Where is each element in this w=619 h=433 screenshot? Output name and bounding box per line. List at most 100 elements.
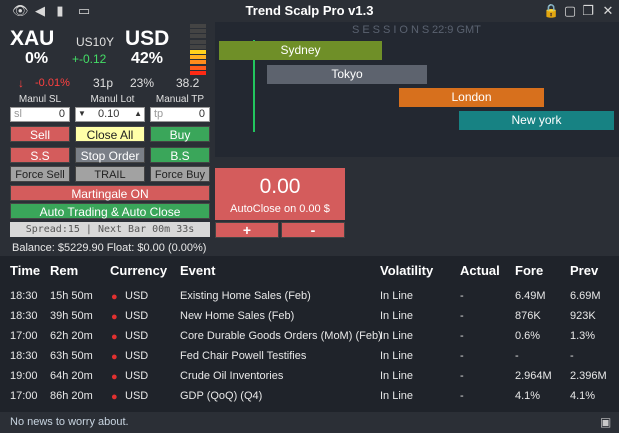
news-cell-rem: 64h 20m (50, 370, 93, 382)
news-cell-actual: - (460, 370, 464, 382)
buy-stop-button[interactable]: B.S (150, 147, 210, 163)
strength-bar (190, 50, 206, 54)
force-buy-button[interactable]: Force Buy (150, 166, 210, 182)
lot-increase-icon[interactable]: ▲ (134, 109, 142, 118)
news-cell-actual: - (460, 290, 464, 302)
tp-input[interactable]: tp 0 (150, 107, 210, 122)
close-icon[interactable]: ✕ (602, 3, 614, 18)
auto-trading-button[interactable]: Auto Trading & Auto Close (10, 203, 210, 219)
stop-order-button[interactable]: Stop Order (75, 147, 145, 163)
session-tokyo: Tokyo (267, 65, 427, 84)
martingale-button[interactable]: Martingale ON (10, 185, 210, 201)
session-london: London (399, 88, 544, 107)
eye-icon[interactable]: 👁 (12, 3, 29, 18)
news-cell-fore: 4.1% (515, 390, 541, 402)
lot-decrease-icon[interactable]: ▼ (78, 109, 86, 118)
news-cell-fore: 2.964M (515, 370, 552, 382)
news-cell-time: 17:00 (10, 330, 38, 342)
news-cell-rem: 39h 50m (50, 310, 93, 322)
down-arrow-icon: ↓ (18, 76, 24, 90)
news-cell-prev: 923K (570, 310, 596, 322)
news-cell-cur: USD (125, 290, 149, 302)
battery-icon[interactable]: ▮ (56, 3, 64, 18)
lock-icon[interactable]: 🔒 (543, 3, 560, 18)
title-bar (0, 0, 619, 22)
fullscreen-icon[interactable]: ▢ (563, 3, 577, 18)
spread-status: Spread:15 | Next Bar 00m 33s (10, 222, 210, 237)
close-all-button[interactable]: Close All (75, 126, 145, 142)
news-cell-event: New Home Sales (Feb) (180, 310, 295, 322)
strength-bar (190, 39, 206, 44)
news-cell-vol: In Line (380, 330, 414, 342)
strength-bar (190, 29, 206, 34)
news-table (0, 256, 619, 412)
sl-input[interactable]: sl 0 (10, 107, 70, 122)
image-icon[interactable]: ▭ (77, 3, 91, 18)
news-cell-event: Fed Chair Powell Testifies (180, 350, 307, 362)
news-cell-vol: In Line (380, 370, 414, 382)
news-cell-rem: 15h 50m (50, 290, 93, 302)
sell-button[interactable]: Sell (10, 126, 70, 142)
impact-dot-icon: ● (111, 351, 118, 363)
strength-meter (190, 24, 206, 76)
news-cell-rem: 62h 20m (50, 330, 93, 342)
bond-label: US10Y (76, 35, 115, 49)
news-cell-fore: 6.49M (515, 290, 546, 302)
news-cell-vol: In Line (380, 350, 414, 362)
force-sell-button[interactable]: Force Sell (10, 166, 70, 182)
autoclose-label: AutoClose on 0.00 $ (230, 203, 330, 215)
news-cell-fore: 876K (515, 310, 541, 322)
impact-dot-icon: ● (111, 371, 118, 383)
news-cell-cur: USD (125, 350, 149, 362)
restore-icon[interactable]: ❐ (582, 3, 594, 18)
header-prev: Prev (570, 263, 599, 278)
pips-value: 31p (93, 76, 114, 90)
value-readout: 38.2 (176, 76, 200, 90)
base-currency: XAU (10, 27, 55, 50)
sessions-time: 22:9 GMT (432, 24, 481, 36)
autoclose-minus-button[interactable]: - (281, 222, 345, 238)
impact-dot-icon: ● (111, 391, 118, 403)
news-cell-actual: - (460, 330, 464, 342)
news-cell-time: 18:30 (10, 290, 38, 302)
tp-value: 0 (198, 108, 205, 120)
lot-value: 0.10 (98, 108, 120, 120)
strength-bar (190, 65, 206, 70)
base-strength: 0% (25, 50, 49, 67)
current-time-marker (253, 40, 255, 132)
tp-placeholder: tp (154, 108, 164, 120)
tp-label: Manual TP (155, 94, 205, 105)
autoclose-plus-button[interactable]: + (215, 222, 279, 238)
news-cell-rem: 86h 20m (50, 390, 93, 402)
news-cell-prev: 6.69M (570, 290, 601, 302)
news-cell-prev: 1.3% (570, 330, 596, 342)
buy-button[interactable]: Buy (150, 126, 210, 142)
impact-dot-icon: ● (111, 311, 118, 323)
news-cell-cur: USD (125, 370, 149, 382)
news-cell-event: Crude Oil Inventories (180, 370, 284, 382)
sell-stop-button[interactable]: S.S (10, 147, 70, 163)
sl-value: 0 (58, 108, 65, 120)
news-cell-time: 19:00 (10, 370, 38, 382)
strength-bar (190, 24, 206, 28)
sl-label: Manul SL (18, 94, 62, 105)
window-title: Trend Scalp Pro v1.3 (245, 3, 374, 18)
strength-bar (190, 70, 206, 75)
news-cell-event: Existing Home Sales (Feb) (180, 290, 311, 302)
news-cell-event: Core Durable Goods Orders (MoM) (Feb) (180, 330, 382, 342)
lot-stepper[interactable]: ▼ 0.10 ▲ (75, 107, 145, 122)
strength-bar (190, 44, 206, 49)
news-cell-vol: In Line (380, 390, 414, 402)
impact-dot-icon: ● (111, 331, 118, 343)
impact-dot-icon: ● (111, 291, 118, 303)
sl-placeholder: sl (14, 108, 22, 120)
news-cell-prev: - (570, 350, 574, 362)
lot-label: Manul Lot (90, 94, 135, 105)
news-cell-vol: In Line (380, 290, 414, 302)
speaker-icon[interactable]: ◀ (35, 3, 45, 18)
news-cell-actual: - (460, 310, 464, 322)
news-cell-time: 18:30 (10, 350, 38, 362)
news-footer: No news to worry about. (0, 412, 619, 433)
trail-button[interactable]: TRAIL (75, 166, 145, 182)
save-icon[interactable]: ▣ (600, 415, 612, 429)
